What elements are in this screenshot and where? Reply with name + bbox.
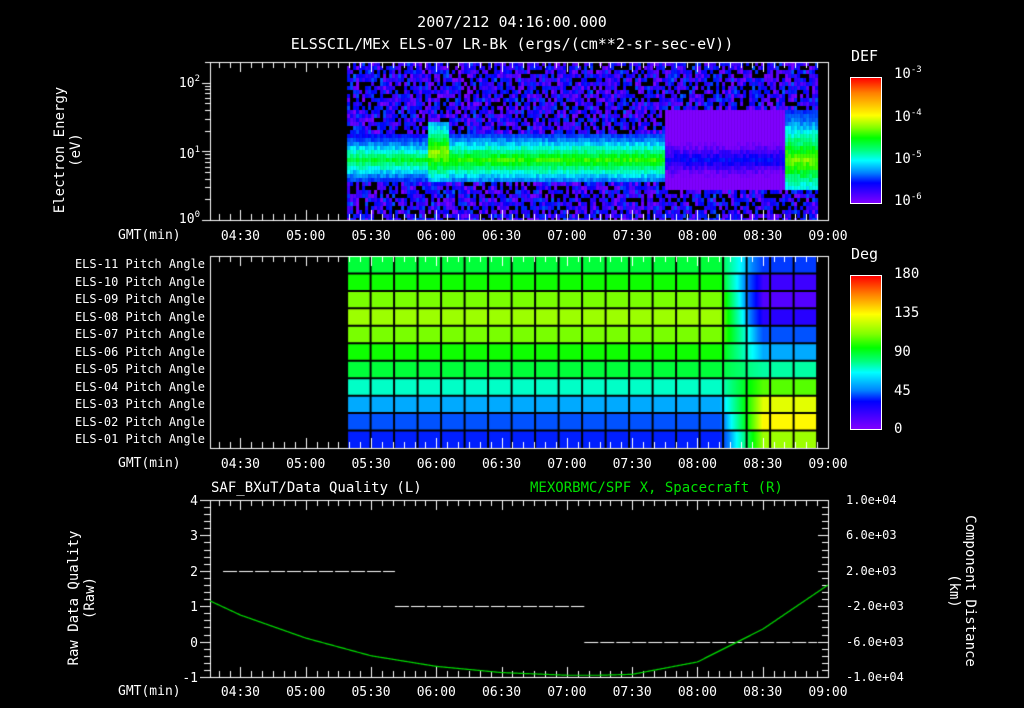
- gmt-label-1: GMT(min): [118, 228, 181, 243]
- deg-tick-90: 90: [894, 344, 911, 360]
- gmt-label-2: GMT(min): [118, 456, 181, 471]
- dq-ytick: -1: [182, 671, 198, 686]
- pitch-time-tick-0830: 08:30: [743, 457, 783, 472]
- def-tick-1e-6: 10-6: [894, 192, 922, 209]
- pitch-time-tick-0600: 06:00: [416, 457, 456, 472]
- pitch-row-label: ELS-01 Pitch Angle: [74, 432, 205, 446]
- deg-colorbar: [850, 275, 882, 430]
- pitch-row-label: ELS-06 Pitch Angle: [74, 344, 205, 359]
- dq-time-tick-0630: 06:30: [482, 685, 522, 700]
- energy-time-tick-0900: 09:00: [808, 229, 848, 244]
- energy-time-tick-0730: 07:30: [612, 229, 652, 244]
- energy-time-tick-0430: 04:30: [220, 229, 261, 244]
- distance-ytick: -2.0e+03: [846, 599, 904, 614]
- def-colorbar: [850, 77, 882, 204]
- energy-ytick-1: 100: [178, 210, 200, 227]
- deg-colorbar-title: Deg: [851, 245, 879, 263]
- data-quality-plot[interactable]: [200, 490, 840, 690]
- pitch-row-label: ELS-08 Pitch Angle: [74, 309, 205, 324]
- distance-ytick: 6.0e+03: [846, 528, 897, 543]
- dist-ylabel-line1: Component Distance: [962, 515, 978, 667]
- pitch-time-tick-0800: 08:00: [677, 457, 717, 472]
- energy-ytick-10: 101: [178, 145, 200, 162]
- energy-ytick-100: 102: [178, 74, 200, 91]
- pitch-row-label: ELS-03 Pitch Angle: [74, 397, 205, 411]
- distance-ylabel: Component Distance (km): [946, 511, 978, 671]
- pitch-time-tick-0630: 06:30: [482, 457, 522, 472]
- energy-time-tick-0600: 06:00: [416, 229, 456, 244]
- deg-tick-45: 45: [894, 383, 911, 399]
- dq-time-tick-0430: 04:30: [220, 685, 261, 700]
- energy-ylabel-line1: Electron Energy: [52, 86, 68, 214]
- deg-tick-135: 135: [894, 305, 920, 321]
- pitch-time-tick-0430: 04:30: [220, 457, 261, 472]
- pitch-row-label: ELS-07 Pitch Angle: [74, 327, 205, 341]
- dq-ytick: 1: [190, 600, 198, 616]
- pitch-axes: [200, 249, 840, 459]
- distance-ytick: 2.0e+03: [846, 563, 897, 578]
- pitch-row-label: ELS-05 Pitch Angle: [74, 362, 205, 376]
- dq-ytick: 2: [190, 564, 198, 580]
- dq-time-tick-0700: 07:00: [547, 685, 587, 700]
- dq-ytick: 3: [190, 529, 198, 545]
- distance-ytick: -1.0e+04: [846, 670, 904, 684]
- pitch-time-tick-0500: 05:00: [286, 457, 326, 472]
- dq-ytick: 4: [190, 494, 198, 509]
- energy-time-tick-0500: 05:00: [286, 229, 326, 244]
- dist-ylabel-line2: (km): [946, 574, 962, 608]
- energy-ylabel-line2: (eV): [68, 133, 84, 167]
- deg-tick-0: 0: [894, 421, 903, 437]
- def-tick-1e-4: 10-4: [894, 108, 922, 125]
- dq-ytick: 0: [190, 635, 198, 651]
- dq-time-tick-0600: 06:00: [416, 685, 456, 700]
- dq-time-tick-0730: 07:30: [612, 685, 652, 700]
- def-colorbar-title: DEF: [851, 47, 879, 65]
- energy-time-tick-0800: 08:00: [677, 229, 717, 244]
- pitch-row-label: ELS-04 Pitch Angle: [74, 379, 205, 394]
- energy-axes: [200, 55, 840, 235]
- pitch-time-tick-0700: 07:00: [547, 457, 587, 472]
- plot-subtitle: ELSSCIL/MEx ELS-07 LR-Bk (ergs/(cm**2-sr…: [290, 35, 734, 53]
- gmt-label-3: GMT(min): [118, 684, 181, 699]
- pitch-time-tick-0900: 09:00: [808, 457, 848, 472]
- distance-ytick: -6.0e+03: [846, 634, 904, 649]
- dq-ylabel-line2: (Raw): [82, 576, 98, 620]
- energy-time-tick-0630: 06:30: [482, 229, 522, 244]
- dq-time-tick-0830: 08:30: [743, 685, 783, 700]
- deg-tick-180: 180: [894, 266, 920, 282]
- dq-time-tick-0900: 09:00: [808, 685, 848, 700]
- distance-ytick: 1.0e+04: [846, 493, 897, 507]
- dq-time-tick-0800: 08:00: [677, 685, 717, 700]
- dq-ylabel-line1: Raw Data Quality: [66, 530, 82, 666]
- pitch-time-tick-0530: 05:30: [351, 457, 391, 472]
- dq-time-tick-0500: 05:00: [286, 685, 326, 700]
- energy-time-tick-0530: 05:30: [351, 229, 391, 244]
- plot-timestamp: 2007/212 04:16:00.000: [417, 13, 607, 31]
- energy-ylabel: Electron Energy (eV): [52, 70, 84, 230]
- pitch-row-label: ELS-02 Pitch Angle: [74, 414, 205, 429]
- energy-time-tick-0700: 07:00: [547, 229, 587, 244]
- dq-time-tick-0530: 05:30: [351, 685, 391, 700]
- energy-time-tick-0830: 08:30: [743, 229, 783, 244]
- data-quality-ylabel: Raw Data Quality (Raw): [66, 518, 98, 678]
- pitch-row-label: ELS-10 Pitch Angle: [74, 274, 205, 289]
- pitch-time-tick-0730: 07:30: [612, 457, 652, 472]
- pitch-row-label: ELS-11 Pitch Angle: [74, 257, 205, 271]
- def-tick-1e-3: 10-3: [894, 65, 922, 82]
- def-tick-1e-5: 10-5: [894, 150, 922, 167]
- pitch-row-label: ELS-09 Pitch Angle: [74, 292, 205, 306]
